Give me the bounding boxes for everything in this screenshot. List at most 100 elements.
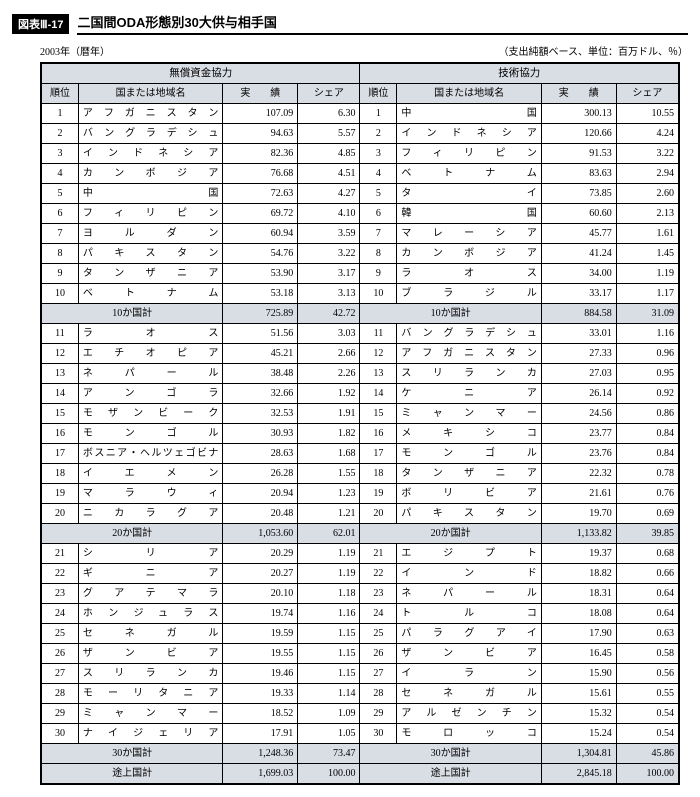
country-cell: エチオピア bbox=[78, 344, 222, 364]
country-cell: ザンビア bbox=[78, 644, 222, 664]
rank-cell: 15 bbox=[360, 404, 397, 424]
value-cell: 17.91 bbox=[223, 724, 298, 744]
country-cell: イラン bbox=[397, 664, 541, 684]
table-row: 9タンザニア53.903.179ラオス34.001.19 bbox=[41, 264, 679, 284]
value-cell: 15.24 bbox=[541, 724, 616, 744]
rank-cell: 24 bbox=[360, 604, 397, 624]
value-cell: 18.52 bbox=[223, 704, 298, 724]
rank-cell: 28 bbox=[360, 684, 397, 704]
country-cell: ブラジル bbox=[397, 284, 541, 304]
share-cell: 1.21 bbox=[298, 504, 360, 524]
country-cell: ラオス bbox=[397, 264, 541, 284]
rank-cell: 4 bbox=[360, 164, 397, 184]
country-cell: インドネシア bbox=[78, 144, 222, 164]
country-cell: ケニア bbox=[397, 384, 541, 404]
figure-header: 図表Ⅲ-17 二国間ODA形態別30大供与相手国 bbox=[12, 12, 688, 35]
value-cell: 33.17 bbox=[541, 284, 616, 304]
country-cell: バングラデシュ bbox=[78, 124, 222, 144]
value-cell: 19.46 bbox=[223, 664, 298, 684]
share-cell: 0.55 bbox=[616, 684, 679, 704]
subtotal-share: 100.00 bbox=[298, 764, 360, 785]
rank-cell: 21 bbox=[360, 544, 397, 564]
rank-cell: 22 bbox=[41, 564, 78, 584]
rank-cell: 3 bbox=[41, 144, 78, 164]
share-cell: 5.57 bbox=[298, 124, 360, 144]
value-cell: 73.85 bbox=[541, 184, 616, 204]
rank-cell: 29 bbox=[41, 704, 78, 724]
value-cell: 38.48 bbox=[223, 364, 298, 384]
subtotal-value: 1,053.60 bbox=[223, 524, 298, 544]
country-cell: スリランカ bbox=[78, 664, 222, 684]
share-cell: 1.61 bbox=[616, 224, 679, 244]
rank-cell: 3 bbox=[360, 144, 397, 164]
subtotal-row: 10か国計725.8942.7210か国計884.5831.09 bbox=[41, 304, 679, 324]
share-cell: 1.82 bbox=[298, 424, 360, 444]
value-cell: 20.10 bbox=[223, 584, 298, 604]
country-cell: タンザニア bbox=[78, 264, 222, 284]
rank-cell: 1 bbox=[360, 104, 397, 124]
share-cell: 0.76 bbox=[616, 484, 679, 504]
country-cell: アフガニスタン bbox=[78, 104, 222, 124]
share-cell: 1.16 bbox=[616, 324, 679, 344]
rank-cell: 23 bbox=[360, 584, 397, 604]
subtotal-label: 10か国計 bbox=[360, 304, 541, 324]
rank-cell: 22 bbox=[360, 564, 397, 584]
table-row: 4カンボジア76.684.514ベトナム83.632.94 bbox=[41, 164, 679, 184]
country-cell: ミャンマー bbox=[78, 704, 222, 724]
value-cell: 69.72 bbox=[223, 204, 298, 224]
table-row: 6フィリピン69.724.106韓国60.602.13 bbox=[41, 204, 679, 224]
share-cell: 1.09 bbox=[298, 704, 360, 724]
share-cell: 1.19 bbox=[298, 544, 360, 564]
left-group-title: 無償資金協力 bbox=[41, 63, 360, 84]
subtotal-share: 42.72 bbox=[298, 304, 360, 324]
rank-cell: 30 bbox=[41, 724, 78, 744]
value-cell: 18.31 bbox=[541, 584, 616, 604]
country-cell: スリランカ bbox=[397, 364, 541, 384]
share-cell: 3.17 bbox=[298, 264, 360, 284]
subtotal-row: 30か国計1,248.3673.4730か国計1,304.8145.86 bbox=[41, 744, 679, 764]
country-cell: エジプト bbox=[397, 544, 541, 564]
rank-cell: 20 bbox=[360, 504, 397, 524]
rank-cell: 27 bbox=[41, 664, 78, 684]
share-cell: 1.15 bbox=[298, 624, 360, 644]
rank-cell: 13 bbox=[41, 364, 78, 384]
share-cell: 1.23 bbox=[298, 484, 360, 504]
table-row: 14アンゴラ32.661.9214ケニア26.140.92 bbox=[41, 384, 679, 404]
figure-badge: 図表Ⅲ-17 bbox=[12, 14, 69, 34]
subtotal-share: 39.85 bbox=[616, 524, 679, 544]
share-cell: 1.16 bbox=[298, 604, 360, 624]
value-cell: 34.00 bbox=[541, 264, 616, 284]
share-cell: 1.14 bbox=[298, 684, 360, 704]
table-row: 30ナイジェリア17.911.0530モロッコ15.240.54 bbox=[41, 724, 679, 744]
table-row: 8パキスタン54.763.228カンボジア41.241.45 bbox=[41, 244, 679, 264]
country-cell: ミャンマー bbox=[397, 404, 541, 424]
subtotal-label: 途上国計 bbox=[41, 764, 223, 785]
share-cell: 4.51 bbox=[298, 164, 360, 184]
share-cell: 0.96 bbox=[616, 344, 679, 364]
table-row: 15モザンビーク32.531.9115ミャンマー24.560.86 bbox=[41, 404, 679, 424]
share-cell: 0.66 bbox=[616, 564, 679, 584]
country-cell: イエメン bbox=[78, 464, 222, 484]
country-cell: ザンビア bbox=[397, 644, 541, 664]
rank-cell: 10 bbox=[41, 284, 78, 304]
value-cell: 16.45 bbox=[541, 644, 616, 664]
subheader: 2003年（暦年） （支出純額ベース、単位：百万ドル、％） bbox=[40, 43, 688, 58]
subtotal-share: 45.86 bbox=[616, 744, 679, 764]
value-cell: 41.24 bbox=[541, 244, 616, 264]
rank-cell: 20 bbox=[41, 504, 78, 524]
subtotal-value: 884.58 bbox=[541, 304, 616, 324]
share-cell: 0.54 bbox=[616, 724, 679, 744]
country-cell: フィリピン bbox=[78, 204, 222, 224]
year-note: 2003年（暦年） bbox=[40, 43, 110, 58]
share-cell: 1.15 bbox=[298, 664, 360, 684]
rank-cell: 27 bbox=[360, 664, 397, 684]
value-cell: 32.66 bbox=[223, 384, 298, 404]
value-cell: 82.36 bbox=[223, 144, 298, 164]
share-cell: 3.03 bbox=[298, 324, 360, 344]
group-header-row: 無償資金協力 技術協力 bbox=[41, 63, 679, 84]
rank-cell: 8 bbox=[360, 244, 397, 264]
rank-cell: 25 bbox=[360, 624, 397, 644]
value-cell: 26.28 bbox=[223, 464, 298, 484]
rank-cell: 8 bbox=[41, 244, 78, 264]
subtotal-value: 1,133.82 bbox=[541, 524, 616, 544]
